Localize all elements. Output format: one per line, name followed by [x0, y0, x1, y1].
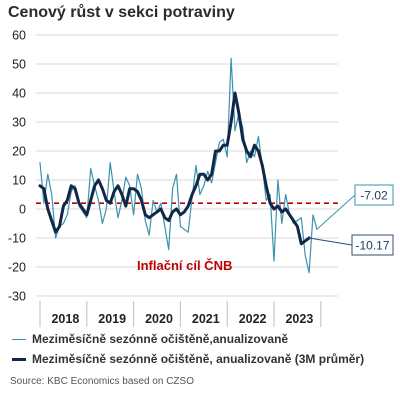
value-callout-box: [354, 184, 394, 206]
legend-item-3m-average: Meziměsíčně sezónně očištěně, anualizova…: [12, 352, 397, 370]
y-tick-label: 20: [12, 145, 26, 159]
x-tick-label: 2022: [239, 312, 267, 326]
line-chart: -30 -20 -10 0 10 20 30 40 50 60 2018 2019 2020 2021 20…: [8, 29, 394, 327]
y-tick-label: -20: [8, 261, 26, 275]
value-callout-box: [351, 234, 394, 256]
series-line-3m-average: [38, 91, 311, 246]
x-tick-label: 2019: [98, 312, 126, 326]
y-tick-label: -10: [8, 232, 26, 246]
y-tick-label: 40: [12, 87, 26, 101]
source-note: Source: KBC Economics based on CZSO: [10, 376, 194, 387]
value-callout-leader: [316, 194, 356, 230]
legend-swatch-thick-line: [12, 358, 26, 361]
y-tick-label: 10: [12, 174, 26, 188]
series-line-monthly: [39, 57, 318, 274]
value-callout-label: -10.17: [355, 239, 389, 253]
x-tick-label: 2020: [145, 312, 173, 326]
y-tick-label: 60: [12, 29, 26, 43]
x-tick-label: 2021: [192, 312, 220, 326]
y-tick-label: 30: [12, 116, 26, 130]
y-tick-label: 0: [19, 203, 26, 217]
chart-title: Cenový růst v sekci potraviny: [8, 4, 235, 21]
x-tick-label: 2018: [51, 312, 79, 326]
inflation-target-label: Inflační cíl ČNB: [137, 258, 232, 273]
legend-swatch-thin-line: [12, 339, 26, 340]
legend-item-monthly: Meziměsíčně sezónně očištěně,anualizovan…: [12, 332, 397, 350]
y-tick-label: 50: [12, 58, 26, 72]
legend-label-3m-average: Meziměsíčně sezónně očištěně, anualizova…: [32, 352, 365, 366]
value-callout-leader: [309, 237, 353, 246]
legend: Meziměsíčně sezónně očištěně,anualizovan…: [12, 332, 397, 372]
x-tick-label: 2023: [285, 312, 313, 326]
y-tick-label: -30: [8, 290, 26, 304]
legend-label-monthly: Meziměsíčně sezónně očištěně,anualizovan…: [32, 332, 289, 346]
value-callout-label: -7.02: [360, 189, 388, 203]
